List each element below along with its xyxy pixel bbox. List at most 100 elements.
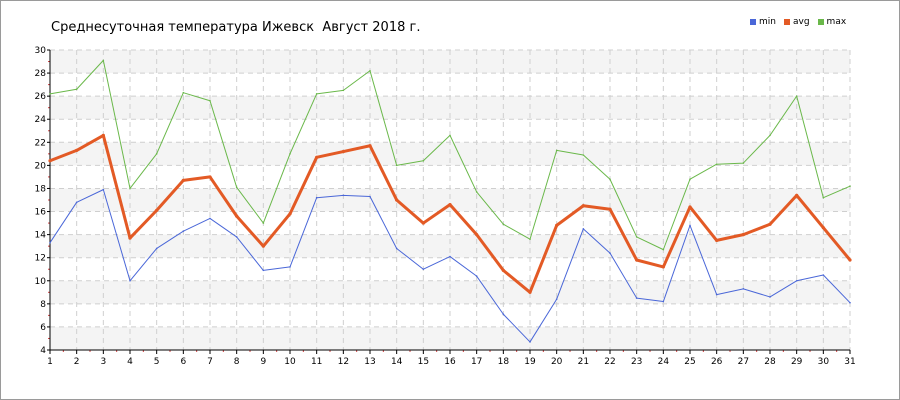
data-point-max: [49, 93, 51, 95]
x-tick-label: 25: [684, 357, 695, 367]
data-point-min: [795, 279, 798, 282]
data-point-avg: [315, 155, 319, 159]
data-point-max: [369, 69, 371, 72]
data-point-max: [529, 238, 531, 241]
data-point-max: [502, 223, 505, 226]
data-point-avg: [768, 222, 772, 226]
data-point-avg: [795, 193, 799, 197]
data-point-max: [75, 88, 78, 91]
data-point-max: [849, 185, 851, 187]
data-point-max: [342, 89, 345, 92]
legend: min avg max: [750, 17, 846, 27]
x-tick-label: 24: [658, 357, 670, 367]
x-tick-label: 28: [764, 357, 776, 367]
grid-band: [50, 234, 850, 258]
data-point-avg: [741, 233, 745, 237]
x-tick-label: 12: [338, 357, 349, 367]
data-point-min: [769, 296, 771, 298]
data-point-min: [75, 201, 78, 204]
y-tick-label: 16: [35, 208, 47, 218]
data-point-max: [715, 163, 718, 166]
data-point-min: [102, 188, 105, 191]
data-point-max: [742, 162, 745, 164]
data-point-avg: [155, 208, 159, 212]
data-point-avg: [181, 178, 185, 182]
data-point-min: [182, 230, 185, 232]
data-point-max: [235, 186, 238, 189]
data-point-avg: [635, 258, 639, 262]
data-point-min: [315, 196, 318, 199]
data-point-min: [235, 236, 238, 238]
data-point-avg: [475, 233, 479, 237]
y-tick-label: 8: [40, 300, 46, 310]
data-point-avg: [555, 223, 559, 227]
data-point-max: [182, 91, 185, 94]
legend-item-avg: avg: [783, 17, 810, 27]
legend-label-max: max: [826, 17, 847, 27]
data-point-min: [822, 274, 825, 276]
data-point-max: [582, 154, 585, 156]
data-point-min: [609, 252, 611, 254]
data-point-avg: [528, 290, 532, 294]
data-point-max: [795, 95, 798, 97]
x-tick-label: 29: [791, 357, 803, 367]
data-point-max: [262, 222, 265, 224]
x-tick-label: 2: [74, 357, 80, 367]
data-point-avg: [688, 205, 692, 209]
data-point-avg: [395, 198, 399, 202]
data-point-avg: [821, 226, 825, 230]
data-point-max: [102, 59, 105, 62]
data-point-avg: [448, 203, 452, 207]
y-tick-label: 6: [40, 323, 46, 333]
x-tick-label: 7: [207, 357, 213, 367]
x-tick-label: 6: [180, 357, 186, 367]
y-tick-label: 28: [35, 69, 47, 79]
data-point-min: [475, 275, 478, 277]
data-point-min: [342, 194, 345, 197]
data-point-max: [609, 178, 611, 181]
data-point-min: [209, 217, 211, 220]
x-tick-label: 15: [418, 357, 429, 367]
x-tick-label: 5: [154, 357, 160, 367]
x-tick-label: 26: [711, 357, 723, 367]
data-point-avg: [501, 268, 505, 272]
x-tick-label: 9: [260, 357, 266, 367]
x-tick-label: 21: [578, 357, 589, 367]
data-point-max: [422, 159, 425, 162]
x-tick-label: 23: [631, 357, 642, 367]
x-tick-label: 4: [127, 357, 133, 367]
data-point-max: [209, 99, 211, 102]
data-point-max: [475, 191, 478, 193]
x-tick-label: 19: [524, 357, 536, 367]
data-point-max: [635, 236, 638, 238]
data-point-min: [689, 224, 691, 227]
data-point-min: [155, 247, 158, 250]
data-point-max: [822, 196, 825, 199]
y-tick-label: 30: [35, 46, 47, 56]
legend-item-min: min: [750, 17, 776, 27]
x-tick-label: 3: [100, 357, 106, 367]
x-tick-label: 27: [738, 357, 749, 367]
data-point-min: [742, 288, 745, 290]
data-point-min: [395, 247, 398, 250]
x-tick-label: 16: [444, 357, 456, 367]
data-point-max: [395, 164, 398, 167]
data-point-avg: [341, 149, 345, 154]
x-tick-label: 22: [604, 357, 615, 367]
data-point-avg: [368, 144, 372, 148]
y-tick-label: 12: [35, 254, 46, 264]
data-point-min: [129, 279, 131, 282]
data-point-min: [289, 266, 291, 268]
data-point-avg: [661, 265, 665, 269]
data-point-min: [582, 228, 585, 230]
data-point-max: [449, 134, 451, 137]
legend-label-min: min: [759, 17, 776, 27]
data-point-avg: [261, 244, 265, 248]
data-point-min: [369, 195, 371, 198]
x-tick-label: 13: [364, 357, 375, 367]
data-point-max: [689, 178, 691, 181]
x-tick-label: 30: [818, 357, 830, 367]
data-point-min: [662, 300, 665, 303]
